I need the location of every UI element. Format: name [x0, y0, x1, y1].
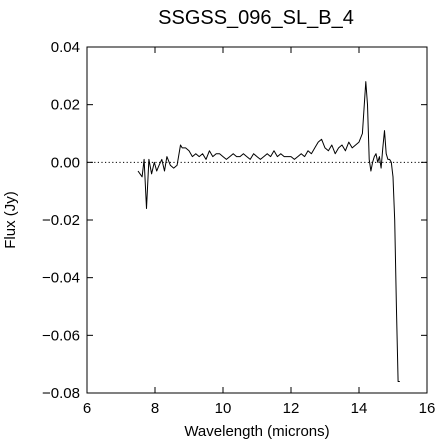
- y-tick-label: −0.08: [42, 385, 80, 402]
- x-axis-ticks: 6 8 10 12 14 16: [83, 47, 436, 417]
- y-axis-label: Flux (Jy): [2, 191, 19, 249]
- x-axis-label: Wavelength (microns): [184, 423, 329, 440]
- plot-frame: [86, 46, 428, 394]
- x-tick-label: 10: [215, 400, 232, 417]
- chart-title: SSGSS_096_SL_B_4: [158, 7, 354, 29]
- y-tick-label: 0.02: [51, 97, 80, 114]
- x-tick-label: 14: [351, 400, 368, 417]
- y-tick-label: 0.00: [51, 154, 80, 171]
- x-tick-label: 6: [83, 400, 91, 417]
- y-tick-label: 0.04: [51, 39, 80, 56]
- y-tick-label: −0.02: [42, 212, 80, 229]
- x-tick-label: 16: [419, 400, 436, 417]
- spectrum-line: [137, 81, 400, 382]
- y-axis-ticks: −0.08 −0.06 −0.04 −0.02 0.00 0.02 0.04: [42, 39, 427, 402]
- x-tick-label: 12: [283, 400, 300, 417]
- y-tick-label: −0.04: [42, 270, 80, 287]
- y-tick-label: −0.06: [42, 327, 80, 344]
- x-tick-label: 8: [151, 400, 159, 417]
